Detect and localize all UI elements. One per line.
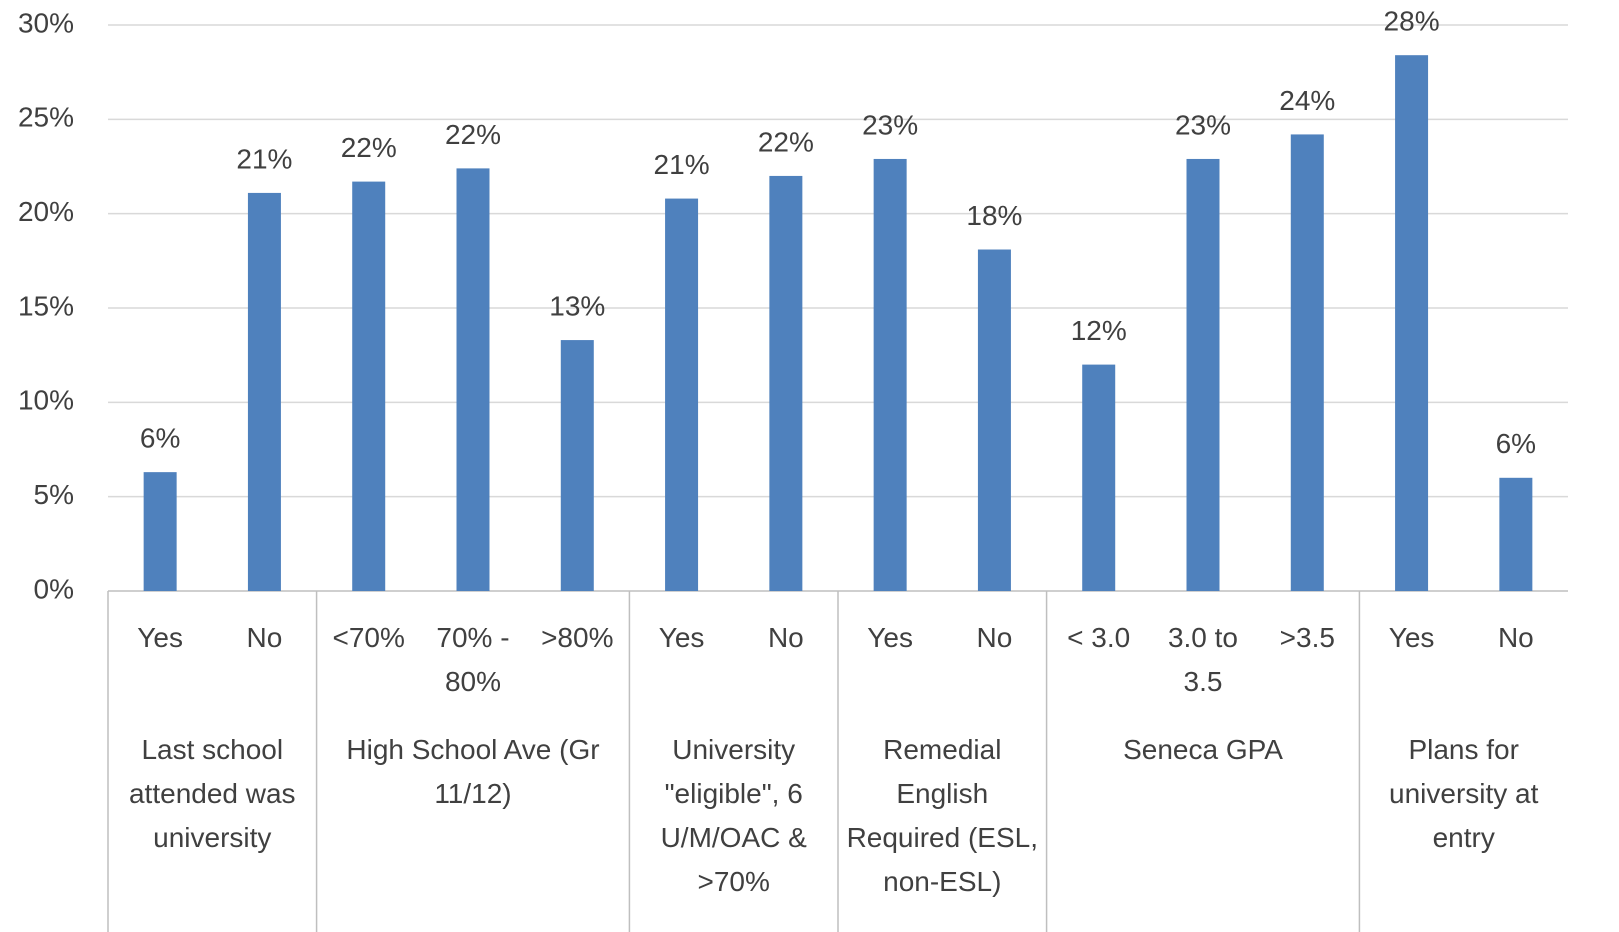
data-label: 12% (1071, 315, 1127, 346)
x-tick-label: 3.0 to 3.5 (1167, 622, 1239, 697)
data-label: 23% (1175, 109, 1231, 140)
x-tick-label: Yes (1388, 622, 1435, 653)
bar (1499, 477, 1533, 591)
data-label: 21% (654, 149, 710, 180)
y-tick-label: 25% (18, 102, 74, 133)
group-label: Last school attended was university (128, 734, 296, 853)
y-tick-label: 15% (18, 290, 74, 321)
y-tick-label: 0% (34, 573, 74, 604)
bar (456, 168, 490, 592)
bar (560, 340, 594, 591)
group-label: University "eligible", 6 U/M/OAC & >70% (660, 734, 807, 897)
x-tick-label: No (1497, 622, 1534, 653)
data-label: 6% (1496, 428, 1536, 459)
bar (1290, 134, 1324, 591)
data-label: 22% (341, 132, 397, 163)
data-label: 28% (1384, 6, 1440, 37)
x-tick-label: No (976, 622, 1013, 653)
y-tick-label: 20% (18, 196, 74, 227)
x-tick-label: No (767, 622, 804, 653)
bar (1395, 55, 1429, 592)
x-tick-label: Yes (137, 622, 183, 653)
x-tick-label: Yes (867, 622, 913, 653)
x-tick-label: <70% (332, 622, 405, 653)
x-tick-label: 70% - 80% (436, 622, 510, 697)
bar (1082, 364, 1116, 591)
bar (873, 158, 907, 591)
data-label: 18% (966, 200, 1022, 231)
x-tick-label: >80% (541, 622, 614, 653)
x-tick-label: >3.5 (1279, 622, 1335, 653)
bar (143, 472, 177, 591)
x-tick-label: No (246, 622, 283, 653)
data-label: 21% (236, 143, 292, 174)
y-tick-label: 30% (18, 7, 74, 38)
bar (769, 175, 803, 591)
group-label: Remedial English Required (ESL, non-ESL) (846, 734, 1038, 897)
bar (1186, 158, 1220, 591)
data-label: 22% (445, 119, 501, 150)
data-label: 13% (549, 290, 605, 321)
data-label: 6% (140, 423, 180, 454)
group-label: Seneca GPA (1123, 734, 1283, 765)
group-label: Plans for university at entry (1389, 734, 1539, 853)
bar (247, 192, 281, 591)
group-label: High School Ave (Gr 11/12) (346, 734, 600, 809)
x-tick-label: < 3.0 (1067, 622, 1131, 653)
y-tick-label: 10% (18, 385, 74, 416)
x-tick-label: Yes (658, 622, 705, 653)
bar (352, 181, 386, 592)
bar (665, 198, 699, 591)
data-label: 24% (1279, 85, 1335, 116)
bar (977, 249, 1011, 591)
data-label: 23% (862, 109, 918, 140)
y-tick-label: 5% (34, 479, 74, 510)
data-label: 22% (758, 126, 814, 157)
